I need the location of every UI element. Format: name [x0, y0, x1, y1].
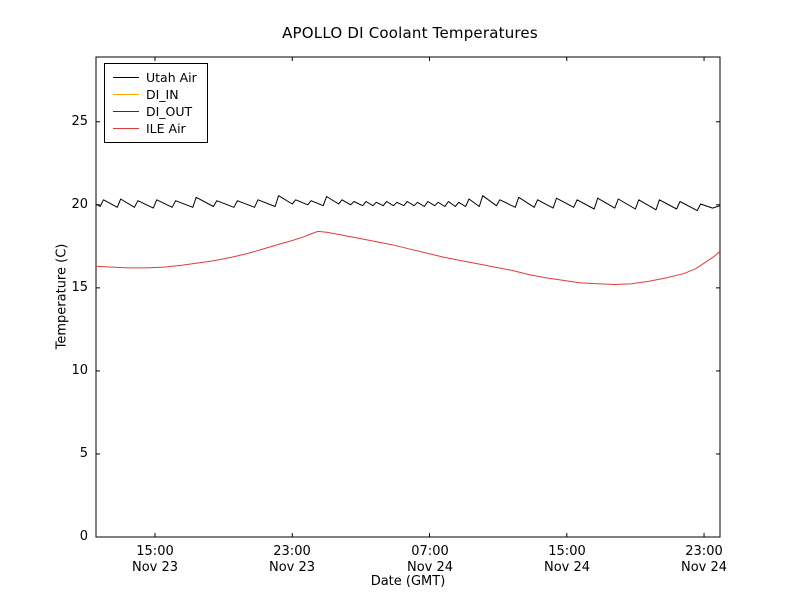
y-tick-label-25: 25	[71, 114, 88, 129]
x-tick-label-2: 23:00 Nov 23	[247, 544, 337, 576]
legend-line-sample	[113, 94, 139, 95]
x-tick-time: 15:00	[548, 544, 586, 559]
y-tick-label-5: 5	[79, 446, 88, 461]
legend-label: Utah Air	[146, 70, 197, 85]
legend-item-ile-air: ILE Air	[113, 120, 197, 137]
legend-line-sample	[113, 111, 139, 112]
chart-title: APOLLO DI Coolant Temperatures	[282, 24, 538, 42]
x-tick-label-3: 07:00 Nov 24	[385, 544, 475, 576]
legend: Utah Air DI_IN DI_OUT ILE Air	[104, 63, 208, 143]
x-tick-date: Nov 23	[268, 560, 316, 575]
x-tick-time: 23:00	[273, 544, 311, 559]
y-tick-label-10: 10	[71, 363, 88, 378]
x-tick-label-1: 15:00 Nov 23	[110, 544, 200, 576]
legend-label: DI_IN	[146, 87, 179, 102]
legend-item-di-in: DI_IN	[113, 86, 197, 103]
x-tick-date: Nov 24	[406, 560, 454, 575]
legend-label: DI_OUT	[146, 104, 193, 119]
legend-item-di-out: DI_OUT	[113, 103, 197, 120]
x-tick-label-4: 15:00 Nov 24	[522, 544, 612, 576]
x-tick-time: 07:00	[411, 544, 449, 559]
y-tick-label-20: 20	[71, 197, 88, 212]
x-tick-date: Nov 24	[680, 560, 728, 575]
y-tick-label-15: 15	[71, 280, 88, 295]
legend-line-sample	[113, 77, 139, 78]
legend-item-utah-air: Utah Air	[113, 69, 197, 86]
x-tick-date: Nov 23	[131, 560, 179, 575]
x-tick-label-5: 23:00 Nov 24	[659, 544, 749, 576]
x-tick-date: Nov 24	[543, 560, 591, 575]
x-tick-time: 15:00	[136, 544, 174, 559]
y-tick-label-0: 0	[79, 529, 88, 544]
x-axis-label: Date (GMT)	[370, 574, 446, 589]
x-tick-time: 23:00	[685, 544, 723, 559]
legend-line-sample	[113, 128, 139, 129]
legend-label: ILE Air	[146, 121, 186, 136]
